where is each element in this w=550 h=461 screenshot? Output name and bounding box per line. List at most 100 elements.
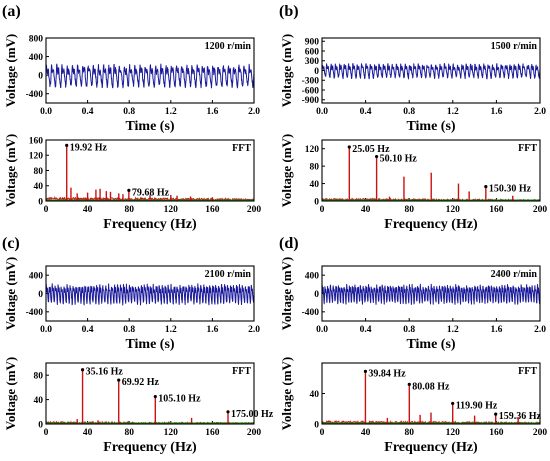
fft-xtick-label: 200 [247, 428, 262, 438]
fft-peak-label: 19.92 Hz [70, 142, 108, 153]
fft-peak-marker [347, 145, 351, 149]
fft-xtick-label: 120 [164, 428, 179, 438]
fft-annotation: FFT [232, 143, 251, 154]
fft-peak-label: 50.10 Hz [380, 154, 418, 165]
time-ytick-label: 400 [305, 271, 320, 281]
fft-plot: 0 40 80 120 160 200 0 40 80 Frequency (Hz) Voltage… [3, 357, 274, 455]
fft-peak-marker [375, 154, 379, 159]
time-ytick-label: 400 [29, 53, 44, 63]
fft-xtick-label: 80 [124, 205, 134, 215]
time-xtick-label: 1.2 [165, 325, 177, 335]
fft-xtick-label: 160 [489, 428, 504, 438]
time-signal-line [321, 63, 541, 80]
time-ytick-label: -400 [26, 308, 44, 318]
panel-label: (c) [2, 235, 20, 252]
time-annotation: 2100 r/min [205, 269, 252, 280]
fft-peak-label: 80.08 Hz [412, 381, 450, 392]
fft-peak-marker [80, 368, 85, 372]
time-ytick-label: 900 [305, 38, 320, 48]
time-ytick-label: 300 [305, 57, 320, 67]
time-domain-plot: 0.0 0.4 0.8 1.2 1.6 2.0 -400 0 400 800 Time (s) Vol… [3, 34, 260, 134]
fft-xlabel: Frequency (Hz) [384, 440, 478, 455]
fft-ytick-label: 0 [314, 197, 319, 207]
fft-ytick-label: 120 [29, 152, 44, 162]
time-ylabel: Voltage (mV) [279, 34, 294, 108]
fft-plot: 0 40 80 120 160 200 0 40 80 120 160 Frequency (Hz) V… [3, 134, 261, 232]
fft-peak-label: 159.36 Hz [499, 411, 542, 422]
time-xlabel: Time (s) [125, 119, 174, 134]
fft-frame [321, 139, 541, 202]
time-xlabel: Time (s) [406, 119, 455, 134]
panel-label: (a) [2, 3, 21, 20]
time-ytick-label: 0 [314, 290, 319, 300]
fft-xtick-label: 40 [361, 428, 371, 438]
time-ytick-label: -300 [302, 77, 320, 87]
time-ytick-label: 600 [305, 47, 320, 57]
time-xtick-label: 0.8 [123, 325, 135, 335]
time-annotation: 1200 r/min [205, 41, 252, 52]
fft-ytick-label: 40 [34, 396, 44, 406]
time-ytick-label: -600 [302, 86, 320, 96]
fft-ylabel: Voltage (mV) [279, 134, 294, 208]
fft-xtick-label: 80 [404, 428, 414, 438]
time-xtick-label: 2.0 [248, 107, 260, 117]
fft-peak-marker [363, 369, 368, 373]
fft-peak-label: 119.90 Hz [456, 400, 498, 411]
time-xtick-label: 0.0 [316, 107, 328, 117]
fft-xtick-label: 80 [404, 205, 414, 215]
fft-ytick-label: 0 [38, 420, 43, 430]
time-ylabel: Voltage (mV) [3, 34, 18, 108]
fft-ytick-label: 0 [38, 197, 43, 207]
time-xtick-label: 0.4 [82, 107, 94, 117]
time-frame [45, 265, 255, 322]
time-xtick-label: 0.4 [82, 325, 94, 335]
fft-peak-label: 39.84 Hz [368, 368, 406, 379]
time-ytick-label: -900 [302, 96, 320, 106]
fft-annotation: FFT [518, 143, 537, 154]
fft-xtick-label: 120 [446, 205, 461, 215]
fft-ytick-label: 40 [310, 180, 320, 190]
time-xtick-label: 0.4 [360, 107, 372, 117]
fft-xtick-label: 160 [205, 428, 220, 438]
time-ytick-label: 400 [29, 271, 44, 281]
fft-xtick-label: 200 [533, 428, 548, 438]
fft-ytick-label: 80 [34, 372, 44, 382]
time-xtick-label: 2.0 [534, 325, 546, 335]
time-xtick-label: 0.8 [403, 325, 415, 335]
time-annotation: 2400 r/min [491, 269, 538, 280]
fft-peak-marker [226, 410, 230, 414]
fft-xtick-label: 200 [247, 205, 262, 215]
fft-ytick-label: 160 [29, 136, 44, 146]
fft-xtick-label: 40 [83, 205, 93, 215]
fft-xtick-label: 0 [320, 205, 325, 215]
time-domain-plot: 0.0 0.4 0.8 1.2 1.6 2.0 -400 0 400 Time (s) Voltag… [3, 257, 260, 352]
fft-peak-marker [484, 185, 488, 189]
panel-b: (b)0.0 0.4 0.8 1.2 1.6 2.0-900-600-3000300600… [279, 3, 547, 232]
fft-peak-label: 69.92 Hz [122, 377, 160, 388]
fft-ylabel: Voltage (mV) [3, 357, 18, 431]
fft-plot: 0 40 80 120 160 200 0 40 Frequency (Hz) Voltage (… [279, 357, 547, 455]
time-ytick-label: -400 [302, 308, 320, 318]
fft-ytick-label: 40 [34, 182, 44, 192]
fft-ylabel: Voltage (mV) [279, 357, 294, 431]
fft-xlabel: Frequency (Hz) [103, 440, 197, 455]
fft-xtick-label: 120 [164, 205, 179, 215]
fft-annotation: FFT [232, 366, 251, 377]
fft-xtick-label: 0 [44, 428, 49, 438]
time-ytick-label: 800 [29, 34, 44, 44]
time-xlabel: Time (s) [125, 337, 174, 352]
time-xtick-label: 1.2 [165, 107, 177, 117]
fft-peak-label: 79.68 Hz [132, 187, 170, 198]
time-xtick-label: 2.0 [534, 107, 546, 117]
fft-peak-label: 25.05 Hz [352, 144, 390, 155]
time-xtick-label: 0.0 [40, 325, 52, 335]
fft-frame [45, 139, 255, 202]
fft-peak-label: 175.00 Hz [231, 409, 274, 420]
fft-ytick-label: 0 [314, 420, 319, 430]
fft-xtick-label: 200 [533, 205, 548, 215]
time-xtick-label: 0.0 [316, 325, 328, 335]
panel-label: (d) [279, 235, 299, 252]
